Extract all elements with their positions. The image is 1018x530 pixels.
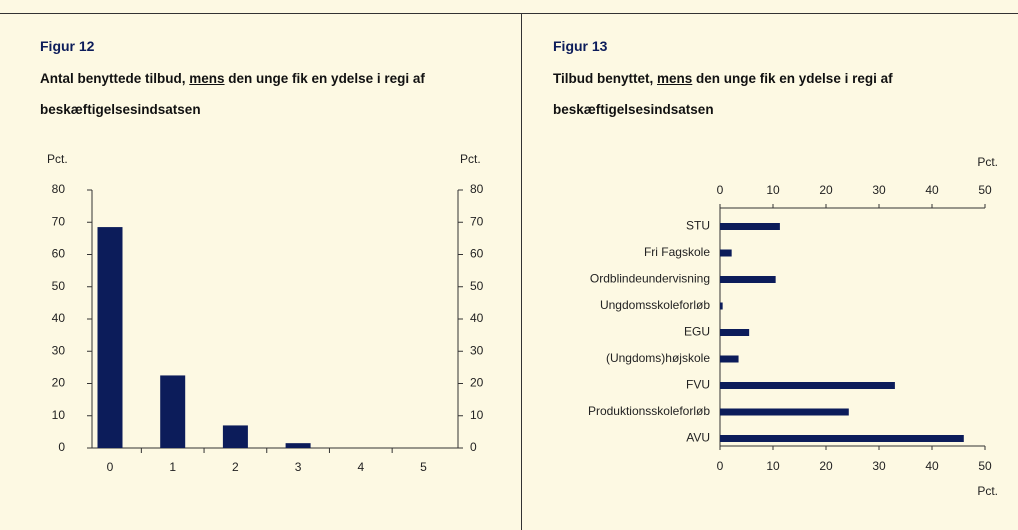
bar bbox=[720, 382, 895, 389]
y-tick-label: FVU bbox=[686, 378, 710, 392]
bar bbox=[160, 375, 186, 448]
x-axis-label-top: Pct. bbox=[977, 155, 998, 169]
x-tick-label-top: 50 bbox=[978, 183, 992, 197]
y-tick-label-right: 50 bbox=[470, 279, 484, 293]
bar bbox=[285, 443, 311, 448]
x-tick-label: 0 bbox=[107, 460, 114, 474]
y-tick-label: (Ungdoms)højskole bbox=[606, 351, 710, 365]
y-tick-label: 80 bbox=[52, 182, 66, 196]
x-tick-label-top: 20 bbox=[819, 183, 833, 197]
y-tick-label: 30 bbox=[52, 343, 66, 357]
x-tick-label: 40 bbox=[925, 459, 939, 473]
bar bbox=[720, 276, 776, 283]
title-underlined: mens bbox=[657, 71, 693, 86]
y-tick-label-right: 20 bbox=[470, 376, 484, 390]
bar bbox=[720, 249, 732, 257]
bar bbox=[720, 329, 750, 336]
x-tick-label: 30 bbox=[872, 459, 886, 473]
y-tick-label: 60 bbox=[52, 247, 66, 261]
x-tick-label-top: 10 bbox=[766, 183, 780, 197]
chart-title: Tilbud benyttet, mens den unge fik en yd… bbox=[553, 63, 1003, 125]
x-axis-label: Pct. bbox=[977, 484, 998, 498]
y-axis-label: Pct. bbox=[47, 152, 68, 166]
x-tick-label-top: 0 bbox=[717, 183, 724, 197]
x-tick-label: 50 bbox=[978, 459, 992, 473]
x-tick-label-top: 40 bbox=[925, 183, 939, 197]
y-tick-label: 0 bbox=[58, 440, 65, 454]
bar bbox=[97, 227, 123, 448]
y-tick-label-right: 80 bbox=[470, 182, 484, 196]
figure-number: Figur 12 bbox=[40, 38, 95, 54]
y-axis-label-right: Pct. bbox=[460, 152, 481, 166]
y-tick-label: Ungdomsskoleforløb bbox=[600, 298, 710, 312]
title-part: den unge fik en ydelse i regi af beskæft… bbox=[553, 71, 893, 117]
bar bbox=[720, 355, 739, 363]
chart-title: Antal benyttede tilbud, mens den unge fi… bbox=[40, 63, 470, 125]
bar bbox=[720, 408, 849, 416]
bar bbox=[720, 302, 723, 310]
y-tick-label: 70 bbox=[52, 214, 66, 228]
bar bbox=[222, 425, 248, 448]
x-tick-label: 5 bbox=[420, 460, 427, 474]
bar bbox=[720, 223, 780, 230]
x-tick-label: 20 bbox=[819, 459, 833, 473]
title-underlined: mens bbox=[189, 71, 225, 86]
x-tick-label: 0 bbox=[717, 459, 724, 473]
bar bbox=[720, 435, 964, 442]
figure-number: Figur 13 bbox=[553, 38, 608, 54]
y-tick-label-right: 70 bbox=[470, 214, 484, 228]
title-part: Tilbud benyttet, bbox=[553, 71, 657, 86]
x-tick-label: 10 bbox=[766, 459, 780, 473]
y-tick-label: 10 bbox=[52, 408, 66, 422]
y-tick-label: 40 bbox=[52, 311, 66, 325]
title-part: Antal benyttede tilbud, bbox=[40, 71, 190, 86]
y-tick-label: 20 bbox=[52, 376, 66, 390]
y-tick-label: Fri Fagskole bbox=[644, 245, 710, 259]
y-tick-label: 50 bbox=[52, 279, 66, 293]
x-tick-label: 1 bbox=[169, 460, 176, 474]
y-tick-label: Ordblindeundervisning bbox=[590, 272, 710, 286]
x-tick-label: 4 bbox=[357, 460, 364, 474]
y-tick-label: AVU bbox=[686, 431, 710, 445]
y-tick-label-right: 0 bbox=[470, 440, 477, 454]
y-tick-label-right: 60 bbox=[470, 247, 484, 261]
y-tick-label-right: 40 bbox=[470, 311, 484, 325]
x-tick-label-top: 30 bbox=[872, 183, 886, 197]
x-tick-label: 3 bbox=[295, 460, 302, 474]
y-tick-label: STU bbox=[686, 219, 710, 233]
y-tick-label-right: 30 bbox=[470, 343, 484, 357]
y-tick-label-right: 10 bbox=[470, 408, 484, 422]
y-tick-label: Produktionsskoleforløb bbox=[588, 404, 710, 418]
title-part: den unge fik en ydelse i regi af beskæft… bbox=[40, 71, 425, 117]
y-tick-label: EGU bbox=[684, 325, 710, 339]
x-tick-label: 2 bbox=[232, 460, 239, 474]
